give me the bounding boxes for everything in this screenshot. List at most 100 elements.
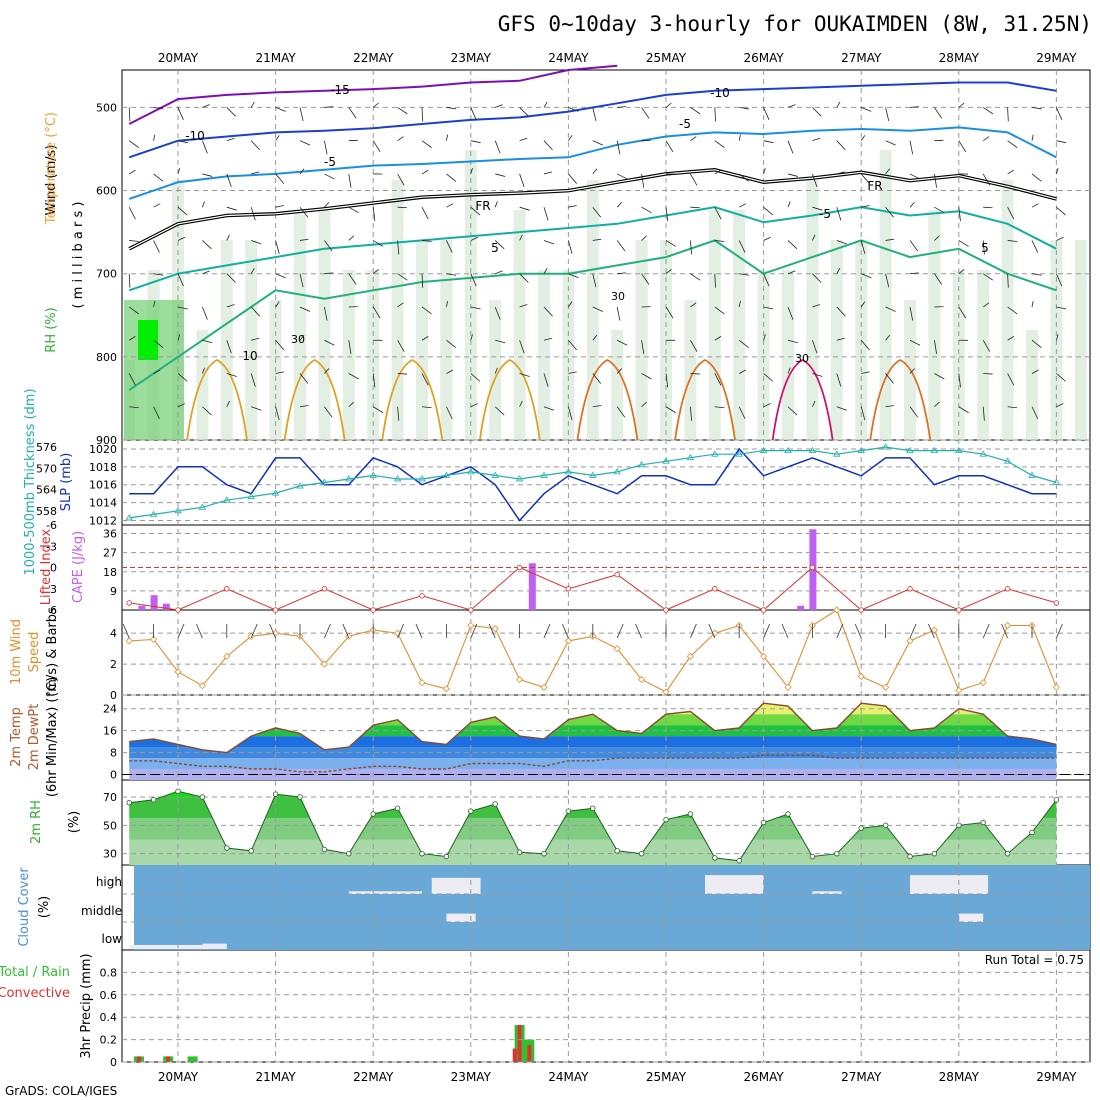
wind-barb [177, 403, 186, 408]
wind-barb [324, 140, 328, 155]
thickness-marker [491, 471, 499, 478]
rh-shade [1074, 240, 1087, 440]
wind-barb [812, 234, 816, 241]
wind-barb [836, 306, 846, 317]
wind-barb [616, 240, 626, 252]
rh-shade [928, 210, 941, 440]
contour-label: -15 [330, 83, 350, 97]
wind-barb [324, 406, 333, 418]
wind-marker [857, 672, 865, 681]
wind-barb [568, 301, 573, 308]
rh-shade [196, 330, 209, 440]
slp-label: SLP (mb) [59, 453, 74, 512]
wind-barb [861, 107, 872, 112]
isotherm--15 [128, 64, 618, 125]
wind-barb [421, 306, 432, 315]
wind-barb [226, 173, 232, 187]
thickness-marker [711, 450, 719, 457]
wind-barb [690, 206, 700, 209]
rh-label: 2m RH [29, 800, 44, 844]
wind-barb [372, 102, 379, 108]
wind-barb [909, 140, 914, 155]
precip-conv-bar [517, 1025, 522, 1062]
wind-barb-10m [196, 623, 203, 639]
wind-barb [153, 203, 161, 208]
wind-barb [982, 406, 985, 421]
wind-barb-10m [690, 623, 697, 639]
wind-barb [299, 140, 311, 146]
wind-barb [251, 337, 260, 341]
precip-tick-label: 0.6 [100, 989, 118, 1002]
wind-barb [519, 273, 529, 283]
wind-barb [934, 206, 945, 214]
li-tick-label: 0 [50, 562, 57, 575]
wind-barb [1031, 240, 1039, 253]
wind-marker [418, 679, 426, 687]
thickness-marker [808, 446, 817, 454]
wind-barb [885, 334, 890, 341]
wind-barb [714, 240, 725, 242]
wind-barb [1056, 403, 1064, 408]
wind-barb [616, 368, 623, 374]
wind-barb [690, 373, 700, 375]
pressure-tick-label: 700 [96, 268, 117, 281]
wind-barb [129, 240, 139, 242]
wind-barb-10m [1001, 623, 1008, 639]
thickness-marker [345, 475, 353, 482]
wind-barb [592, 206, 602, 218]
wind-barb [982, 273, 994, 281]
rh-marker [1029, 829, 1035, 836]
wind-barb [812, 107, 822, 117]
chart-title: GFS 0~10day 3-hourly for OUKAIMDEN (8W, … [498, 12, 1092, 36]
wind-barb [470, 273, 477, 287]
cloud-segment-middle [958, 913, 984, 922]
wind-barb [592, 168, 598, 175]
thickness-marker [857, 446, 865, 454]
date-label-bottom: 25MAY [646, 1070, 687, 1084]
wind-barb [519, 340, 525, 354]
wind-barb [665, 207, 669, 222]
li-marker [419, 593, 425, 599]
wind-barb [519, 206, 530, 211]
wind-barb [812, 173, 818, 187]
date-label-bottom: 29MAY [1036, 1070, 1077, 1084]
li-marker [272, 607, 279, 613]
wind-barb [714, 169, 722, 175]
slp-panel-frame [121, 439, 1091, 526]
rh-shade [440, 240, 453, 440]
upper-units-label: ( m i l l i b a r s ) [71, 202, 86, 309]
wind-barb [226, 273, 236, 283]
wind-barb [128, 169, 136, 175]
wind-barb [982, 240, 985, 255]
wind-barb [250, 268, 255, 274]
precip-conv-bar [166, 1056, 171, 1062]
wind-marker [638, 675, 646, 684]
rh-marker [663, 816, 669, 823]
thickness-marker [637, 461, 646, 468]
wind-barb [787, 240, 798, 250]
thickness-marker [442, 471, 451, 478]
wind-barb [836, 171, 845, 175]
rh-shade [782, 270, 794, 440]
wind-barb [568, 205, 577, 208]
wind-barb [324, 240, 333, 252]
wind-marker [930, 626, 938, 634]
rh-shade [562, 270, 575, 440]
wind-barb-10m [909, 623, 917, 639]
wind-barb [958, 207, 961, 222]
thickness-marker [247, 492, 255, 500]
wind-barb [324, 106, 334, 108]
rh-marker [394, 805, 401, 812]
wind-barb [763, 403, 771, 408]
li-marker [224, 586, 230, 592]
isotherm-warm-lobe [771, 358, 834, 441]
rh-tick-label: 50 [103, 819, 117, 832]
wind-barb [128, 207, 136, 220]
wind-marker [833, 606, 841, 614]
wind-barb [616, 306, 621, 321]
rh-marker [297, 794, 303, 800]
wind-barb [543, 268, 548, 274]
li-tick-label: -3 [46, 540, 57, 553]
wind-barb [202, 173, 213, 177]
wind-barb-10m [342, 623, 350, 639]
